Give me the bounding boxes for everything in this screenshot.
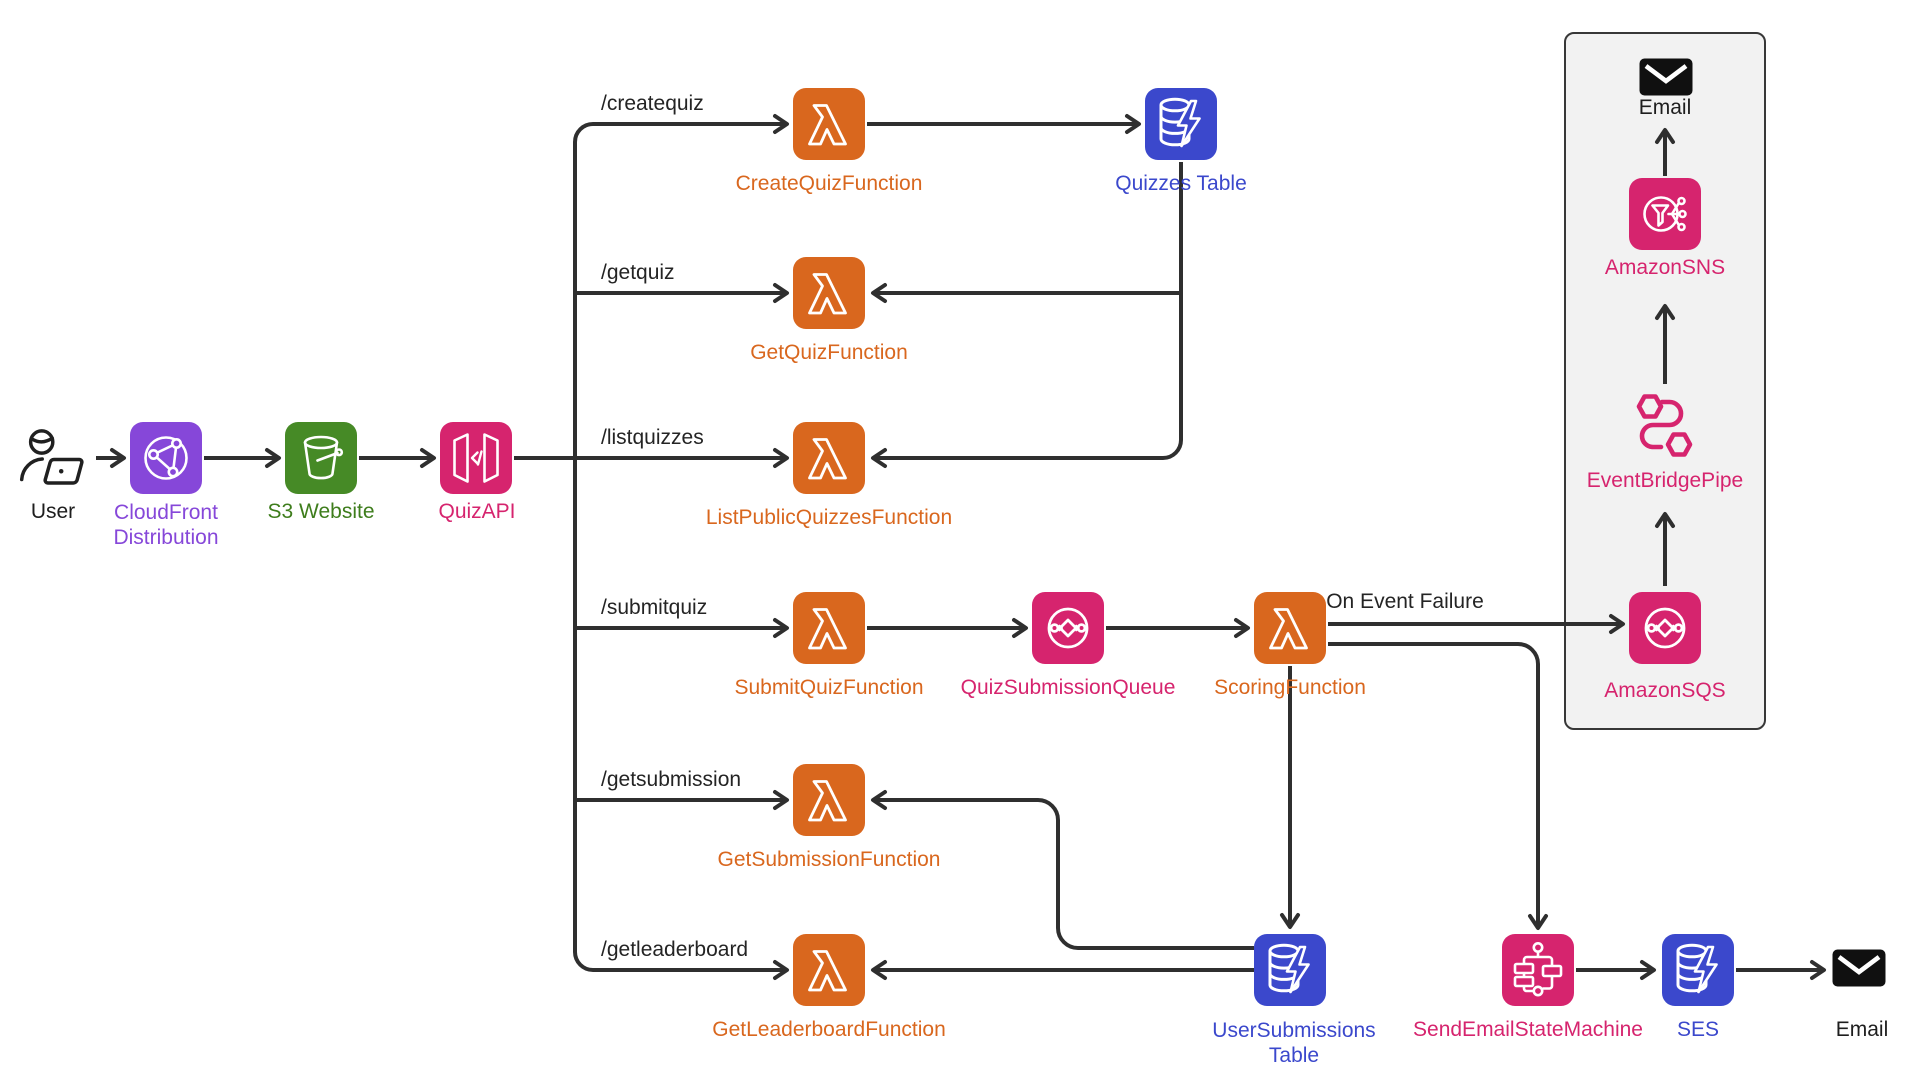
ses-icon [1662, 934, 1734, 1006]
edge-trunk-createquiz [573, 114, 789, 458]
edge-scoringfn-statemachine [1328, 642, 1548, 930]
quizsubmissionqueue-label: QuizSubmissionQueue [960, 676, 1176, 699]
getquizfunction-label: GetQuizFunction [750, 341, 908, 364]
email-label: Email [1835, 1018, 1889, 1041]
lambda-icon [793, 592, 865, 664]
s3-website-label: S3 Website [267, 500, 375, 523]
lambda-icon [793, 422, 865, 494]
email-icon [1832, 949, 1886, 987]
cloudfront-label: CloudFront Distribution [113, 501, 219, 549]
ses-label: SES [1676, 1018, 1720, 1041]
submitquiz-path-label: /submitquiz [601, 596, 708, 619]
lambda-icon [793, 88, 865, 160]
dynamodb-table-icon [1254, 934, 1326, 1006]
amazonsns-label: AmazonSNS [1604, 256, 1726, 279]
createquizfunction-label: CreateQuizFunction [735, 172, 923, 195]
scoringfunction-label: ScoringFunction [1214, 676, 1366, 699]
api-gateway-icon [440, 422, 512, 494]
getsubmissionfunction-label: GetSubmissionFunction [717, 848, 941, 871]
lambda-icon [793, 764, 865, 836]
getquiz-path-label: /getquiz [601, 261, 675, 284]
dynamodb-table-icon [1145, 88, 1217, 160]
amazonsqs-label: AmazonSQS [1604, 679, 1726, 702]
sqs-queue-icon [1629, 592, 1701, 664]
lambda-icon [793, 257, 865, 329]
lambda-icon [1254, 592, 1326, 664]
sqs-queue-icon [1032, 592, 1104, 664]
quizzes-table-label: Quizzes Table [1115, 172, 1247, 195]
getsubmission-path-label: /getsubmission [601, 768, 742, 791]
eventbridge-pipe-icon [1629, 390, 1701, 462]
submitquizfunction-label: SubmitQuizFunction [734, 676, 924, 699]
createquiz-path-label: /createquiz [601, 92, 704, 115]
eventbridgepipe-label: EventBridgePipe [1586, 469, 1744, 492]
cloudfront-icon [130, 422, 202, 494]
lambda-icon [793, 934, 865, 1006]
user-label: User [30, 500, 76, 523]
usersubmissions-table-label: UserSubmissions Table [1212, 1019, 1376, 1067]
listquizzes-path-label: /listquizzes [601, 426, 704, 449]
sns-icon [1629, 178, 1701, 250]
email-icon [1639, 58, 1693, 96]
s3-bucket-icon [285, 422, 357, 494]
sendemailstatemachine-label: SendEmailStateMachine [1413, 1018, 1643, 1041]
user-icon [14, 426, 92, 496]
quizapi-label: QuizAPI [438, 500, 516, 523]
edge-usersubmissionstable-getsubmissionfn [871, 790, 1254, 950]
panel-email-label: Email [1638, 96, 1692, 119]
step-functions-icon [1502, 934, 1574, 1006]
listpublicquizzesfunction-label: ListPublicQuizzesFunction [705, 506, 953, 529]
edge-quizzestable-listquizzesfn [871, 162, 1183, 468]
getleaderboardfunction-label: GetLeaderboardFunction [712, 1018, 946, 1041]
on-event-failure-label: On Event Failure [1326, 590, 1484, 613]
edge-trunk-getleaderboard [573, 458, 789, 980]
getleaderboard-path-label: /getleaderboard [601, 938, 749, 961]
